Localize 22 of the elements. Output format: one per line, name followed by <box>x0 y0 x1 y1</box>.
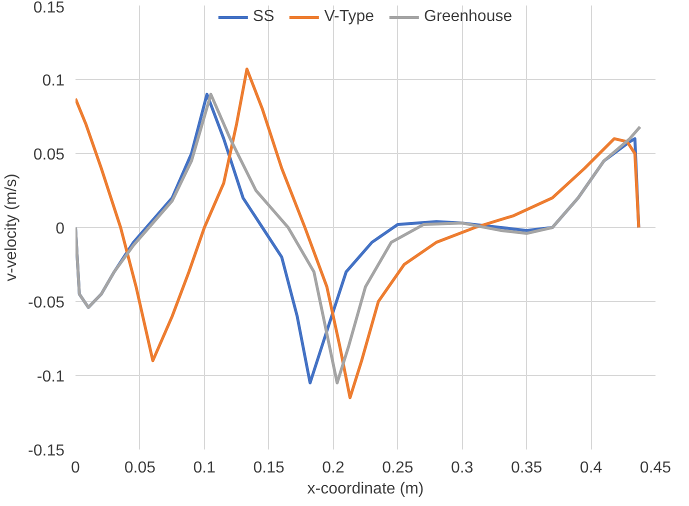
x-tick-label: 0.1 <box>193 460 216 476</box>
x-tick-label: 0.15 <box>253 460 285 476</box>
legend-label: SS <box>252 8 274 26</box>
x-tick-label: 0.35 <box>511 460 542 476</box>
y-tick-label: -0.15 <box>28 442 65 460</box>
x-tick-label: 0 <box>71 460 80 476</box>
y-tick-label: -0.05 <box>28 294 65 312</box>
y-tick-label: -0.1 <box>36 368 65 386</box>
legend-label: V-Type <box>324 8 374 26</box>
x-tick-label: 0.05 <box>124 460 156 476</box>
legend-label: Greenhouse <box>424 8 512 26</box>
x-axis-title: x-coordinate (m) <box>307 480 424 498</box>
y-tick-label: 0 <box>56 220 65 238</box>
x-tick-label: 0.3 <box>451 460 474 476</box>
x-tick-label: 0.25 <box>382 460 414 476</box>
y-tick-label: 0.05 <box>33 146 65 164</box>
x-tick-label: 0.2 <box>322 460 344 476</box>
y-tick-label: 0.1 <box>42 72 65 90</box>
y-axis-title: v-velocity (m/s) <box>3 174 20 282</box>
y-tick-label: 0.15 <box>33 0 65 16</box>
x-tick-label: 0.4 <box>580 460 602 476</box>
x-tick-label: 0.45 <box>640 460 672 476</box>
